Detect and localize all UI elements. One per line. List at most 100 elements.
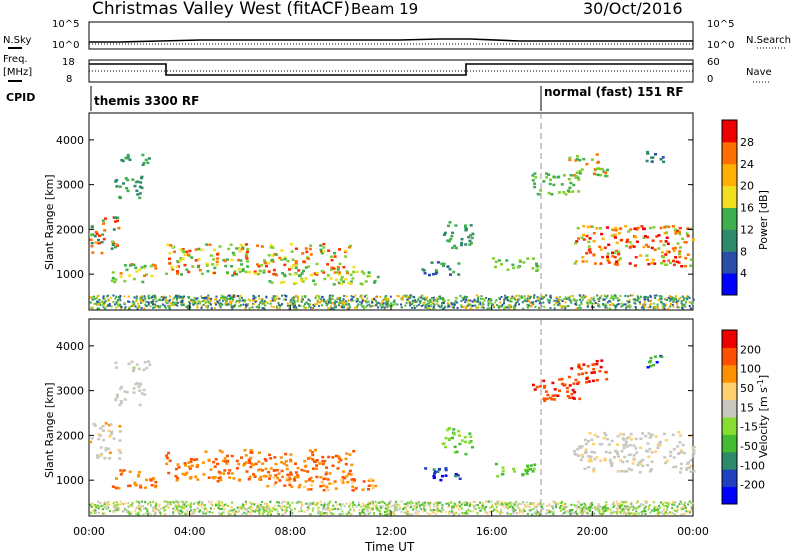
echo-cell — [231, 296, 234, 299]
echo-cell — [386, 298, 389, 301]
echo-cell — [433, 470, 437, 474]
echo-cell — [220, 297, 223, 299]
echo-cell — [559, 505, 562, 507]
echo-cell — [194, 259, 198, 262]
echo-cell — [379, 295, 382, 298]
echo-cell — [631, 509, 634, 512]
echo-cell — [351, 489, 355, 492]
echo-cell — [180, 513, 183, 515]
echo-cell — [104, 422, 108, 425]
echo-cell — [532, 303, 535, 306]
echo-cell — [337, 455, 341, 458]
echo-cell — [173, 250, 176, 254]
echo-cell — [337, 301, 340, 304]
echo-cell — [456, 474, 460, 477]
echo-cell — [315, 475, 319, 479]
echo-cell — [164, 306, 167, 309]
echo-cell — [392, 504, 395, 507]
echo-cell — [598, 245, 602, 248]
echo-cell — [606, 294, 609, 297]
echo-cell — [679, 296, 682, 299]
echo-cell — [596, 294, 599, 297]
echo-cell — [372, 304, 375, 307]
echo-cell — [620, 469, 624, 473]
echo-cell — [249, 456, 253, 460]
echo-cell — [625, 470, 629, 473]
echo-cell — [258, 478, 262, 481]
echo-cell — [272, 476, 276, 479]
echo-cell — [288, 306, 291, 309]
echo-cell — [146, 510, 149, 513]
echo-cell — [379, 304, 382, 307]
echo-cell — [610, 439, 614, 443]
echo-cell — [644, 434, 648, 438]
echo-cell — [222, 299, 224, 302]
echo-cell — [329, 298, 332, 301]
echo-cell — [126, 155, 130, 158]
echo-cell — [604, 504, 607, 507]
echo-cell — [383, 296, 386, 299]
echo-cell — [310, 483, 314, 487]
echo-cell — [128, 306, 131, 309]
echo-cell — [464, 504, 467, 507]
echo-cell — [678, 503, 681, 506]
echo-cell — [619, 432, 623, 436]
echo-cell — [490, 298, 493, 301]
echo-cell — [306, 257, 310, 260]
echo-cell — [512, 305, 515, 308]
echo-cell — [443, 298, 446, 301]
echo-cell — [641, 464, 645, 468]
echo-cell — [572, 299, 575, 302]
echo-cell — [126, 178, 130, 182]
echo-cell — [288, 483, 292, 487]
echo-cell — [201, 300, 204, 303]
echo-cell — [465, 296, 468, 298]
echo-cell — [111, 243, 115, 246]
echo-cell — [319, 248, 323, 252]
echo-cell — [475, 504, 478, 506]
echo-cell — [533, 512, 536, 515]
echo-cell — [538, 297, 541, 300]
colorbar-segment — [722, 382, 737, 401]
echo-cell — [314, 504, 316, 506]
echo-cell — [592, 442, 595, 446]
echo-cell — [648, 300, 651, 303]
echo-cell — [605, 508, 608, 511]
echo-cell — [374, 296, 377, 298]
echo-cell — [490, 299, 493, 302]
echo-cell — [138, 403, 142, 407]
echo-cell — [501, 469, 505, 473]
echo-cell — [441, 504, 444, 507]
echo-cell — [332, 504, 335, 507]
echo-cell — [272, 507, 275, 510]
echo-cell — [350, 513, 353, 515]
echo-cell — [423, 297, 425, 300]
echo-cell — [236, 511, 239, 514]
echo-cell — [155, 507, 158, 510]
echo-cell — [472, 500, 475, 503]
echo-cell — [373, 512, 375, 515]
echo-cell — [173, 296, 176, 299]
echo-cell — [176, 463, 180, 466]
echo-cell — [580, 453, 584, 457]
colorbar-tick-label: 200 — [740, 343, 761, 356]
echo-cell — [245, 304, 248, 307]
echo-cell — [201, 503, 204, 506]
colorbar-segment — [722, 330, 737, 348]
echo-cell — [470, 304, 473, 307]
echo-cell — [692, 449, 696, 452]
echo-cell — [597, 304, 600, 307]
echo-cell — [333, 302, 336, 305]
echo-cell — [231, 509, 234, 512]
echo-cell — [286, 502, 289, 505]
echo-cell — [410, 504, 413, 507]
echo-cell — [553, 307, 556, 310]
echo-cell — [193, 302, 196, 305]
echo-cell — [656, 506, 658, 509]
echo-cell — [533, 185, 537, 189]
echo-cell — [666, 242, 670, 245]
echo-cell — [242, 299, 244, 302]
echo-cell — [467, 509, 470, 512]
echo-cell — [413, 307, 416, 309]
